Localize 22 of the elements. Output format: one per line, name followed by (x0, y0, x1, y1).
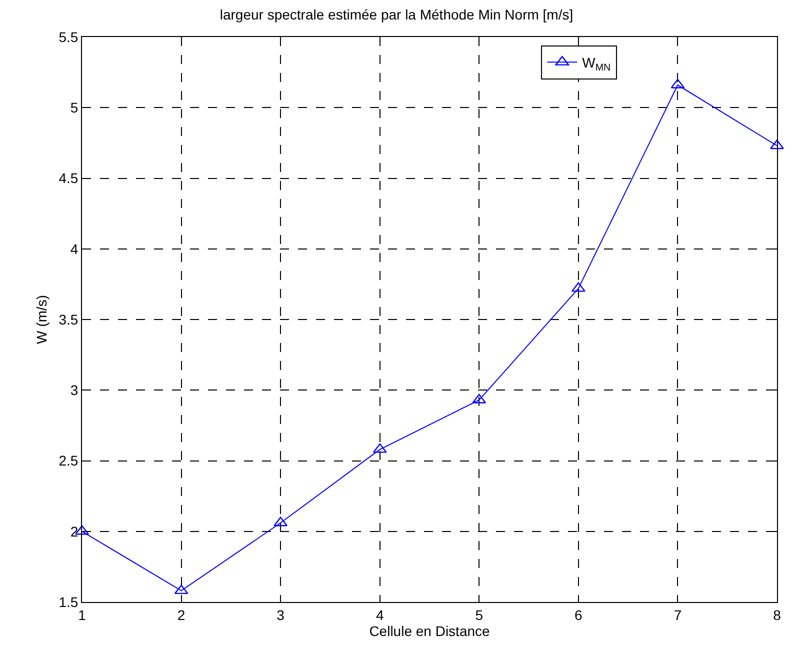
y-tick-label: 4.5 (58, 170, 78, 186)
x-tick-label: 4 (376, 606, 384, 623)
x-axis-title: Cellule en Distance (369, 623, 490, 640)
x-tick-label: 5 (475, 606, 484, 623)
y-tick-label: 2.5 (58, 452, 78, 469)
point (770, 140, 784, 150)
x-tick-label: 6 (574, 606, 583, 623)
y-tick-label: 5 (70, 100, 78, 116)
x-tick-label: 7 (674, 606, 682, 623)
x-tick-label: 2 (177, 606, 186, 623)
x-tick-label: 1 (78, 606, 86, 623)
y-tick-label: 4 (70, 240, 78, 257)
x-tick-label: 8 (773, 606, 782, 623)
x-tick-label: 3 (276, 606, 285, 623)
y-tick-label: 3.5 (58, 311, 78, 328)
legend-label: W$_{MN}$ (582, 54, 611, 74)
y-axis-title: W (m/s) (33, 295, 50, 344)
chart-title: largeur spectrale estimée par la Méthode Min Norm [m/s] (220, 6, 574, 23)
y-tick-label: 3 (70, 382, 78, 398)
y-tick-label: 2 (70, 523, 78, 540)
y-tick-label: 1.5 (58, 594, 78, 610)
y-tick-label: 5.5 (58, 28, 78, 45)
